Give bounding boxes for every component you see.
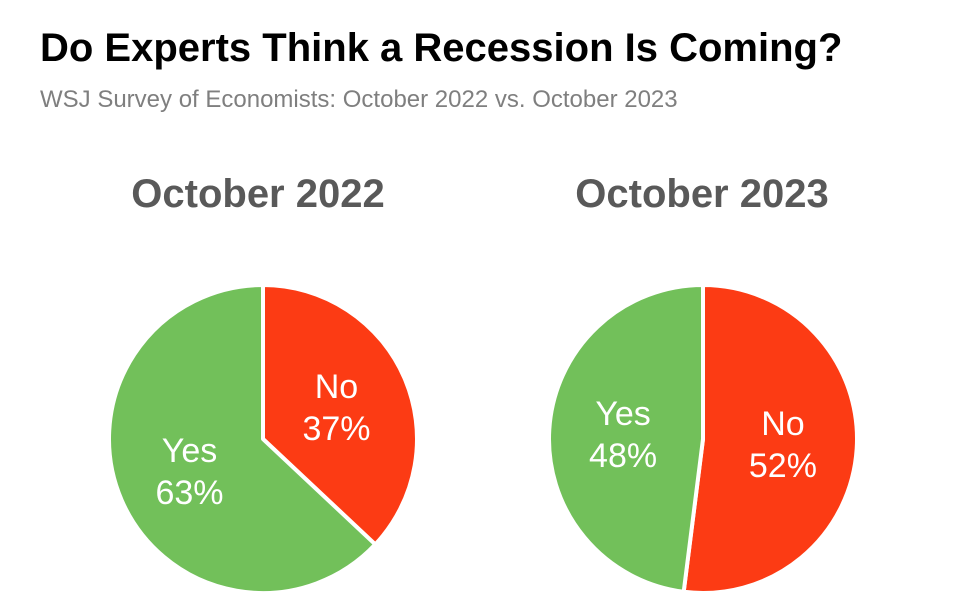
chart-title: Do Experts Think a Recession Is Coming? — [40, 26, 843, 70]
pie-slice-yes — [107, 283, 378, 595]
pie-slice-no — [681, 283, 859, 595]
slice-label-no: No — [761, 405, 804, 443]
slice-label-no: No — [315, 368, 358, 406]
slice-label-yes: Yes — [595, 395, 650, 433]
slice-label-yes: Yes — [162, 432, 217, 470]
pie-chart-october-2023: No 52% Yes 48% — [547, 283, 859, 595]
pie-chart-october-2022: No 37% Yes 63% — [107, 283, 419, 595]
slice-value-yes: 63% — [155, 474, 223, 512]
pie-slice-no — [261, 283, 419, 547]
pie-title-october-2022: October 2022 — [131, 172, 385, 216]
slice-value-no: 52% — [749, 447, 817, 485]
slice-value-yes: 48% — [589, 437, 657, 475]
pie-title-october-2023: October 2023 — [575, 172, 829, 216]
pie-slice-yes — [547, 283, 705, 594]
slice-value-no: 37% — [302, 410, 370, 448]
chart-subtitle: WSJ Survey of Economists: October 2022 v… — [40, 86, 678, 113]
